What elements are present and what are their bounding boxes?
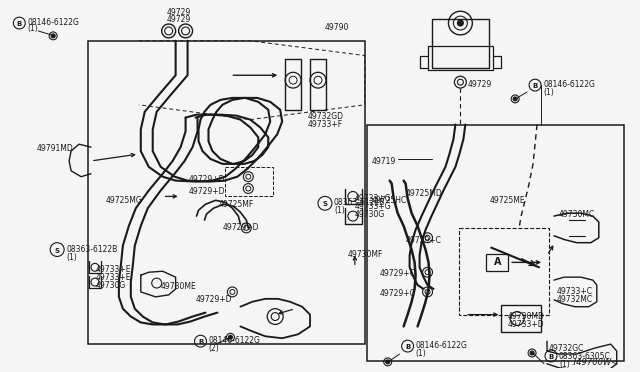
Circle shape bbox=[51, 34, 55, 38]
Text: 49729: 49729 bbox=[166, 8, 191, 17]
Text: 49733+G: 49733+G bbox=[355, 195, 392, 203]
Text: B: B bbox=[198, 339, 203, 345]
Circle shape bbox=[513, 97, 517, 101]
Text: 08363-6122B: 08363-6122B bbox=[66, 245, 117, 254]
Text: 08146-6122G: 08146-6122G bbox=[415, 341, 467, 350]
Text: 49729+D: 49729+D bbox=[189, 175, 225, 184]
Text: A: A bbox=[493, 257, 501, 267]
Text: 49729+C: 49729+C bbox=[380, 289, 415, 298]
Circle shape bbox=[530, 351, 534, 355]
Text: 49790: 49790 bbox=[325, 23, 349, 32]
Text: 49725MG: 49725MG bbox=[106, 196, 143, 205]
Text: 49733+F: 49733+F bbox=[308, 119, 343, 129]
Bar bbox=[225, 167, 273, 196]
Text: 08363-6122B: 08363-6122B bbox=[334, 198, 385, 207]
Text: B: B bbox=[17, 21, 22, 27]
Text: 49729+C: 49729+C bbox=[380, 269, 415, 278]
Text: 49725ME: 49725ME bbox=[489, 196, 525, 205]
Circle shape bbox=[228, 335, 232, 339]
Text: 49729+C: 49729+C bbox=[406, 236, 442, 245]
Bar bbox=[486, 254, 508, 271]
Text: 49725MF: 49725MF bbox=[218, 201, 253, 209]
Text: B: B bbox=[405, 344, 410, 350]
Text: 49733+E: 49733+E bbox=[96, 265, 131, 274]
Text: B: B bbox=[532, 83, 538, 89]
Circle shape bbox=[386, 360, 390, 364]
Text: 49729: 49729 bbox=[166, 15, 191, 24]
Text: (1): (1) bbox=[415, 349, 426, 358]
Text: 49730G: 49730G bbox=[355, 210, 385, 219]
Text: 49730G: 49730G bbox=[96, 281, 126, 290]
Text: (2): (2) bbox=[209, 344, 220, 353]
Text: 49729: 49729 bbox=[467, 80, 492, 89]
Text: 49729+D: 49729+D bbox=[196, 295, 232, 304]
Text: 49725MD: 49725MD bbox=[406, 189, 442, 198]
Text: 49733+C: 49733+C bbox=[557, 287, 593, 296]
Text: 49732GD: 49732GD bbox=[308, 112, 344, 121]
Text: S: S bbox=[323, 201, 328, 207]
Text: 08146-6122G: 08146-6122G bbox=[28, 18, 79, 27]
Text: 49733+G: 49733+G bbox=[355, 202, 392, 211]
Circle shape bbox=[458, 20, 463, 26]
Text: 49719: 49719 bbox=[372, 157, 396, 166]
Text: .I49700W<: .I49700W< bbox=[572, 358, 619, 367]
Text: (1): (1) bbox=[543, 88, 554, 97]
Text: 49730MD: 49730MD bbox=[507, 312, 544, 321]
Text: 49730ME: 49730ME bbox=[161, 282, 196, 291]
Text: S: S bbox=[54, 248, 60, 254]
Text: (1): (1) bbox=[28, 24, 38, 33]
Bar bbox=[431, 19, 489, 68]
Text: (1): (1) bbox=[66, 253, 77, 262]
Text: 49791MD: 49791MD bbox=[36, 144, 73, 153]
Text: 08146-6122G: 08146-6122G bbox=[209, 336, 260, 345]
Text: (1): (1) bbox=[559, 360, 570, 369]
Text: 49729+D: 49729+D bbox=[223, 223, 259, 232]
Text: 49730MF: 49730MF bbox=[348, 250, 383, 259]
Text: 49730MC: 49730MC bbox=[559, 210, 595, 219]
Text: 49733+E: 49733+E bbox=[96, 273, 131, 282]
Bar bbox=[501, 305, 541, 332]
Text: B: B bbox=[548, 354, 554, 360]
Text: 49729+D: 49729+D bbox=[189, 186, 225, 196]
Text: 49732MC: 49732MC bbox=[557, 295, 593, 304]
Bar bbox=[88, 41, 365, 344]
Bar bbox=[367, 125, 623, 361]
Bar bbox=[428, 46, 493, 70]
Bar bbox=[460, 228, 549, 315]
Text: 49732GC: 49732GC bbox=[549, 344, 584, 353]
Text: (1): (1) bbox=[334, 206, 345, 215]
Text: 08363-6305C: 08363-6305C bbox=[559, 352, 611, 361]
Text: 49725HC: 49725HC bbox=[372, 196, 407, 205]
Text: 08146-6122G: 08146-6122G bbox=[543, 80, 595, 89]
Text: 49733+D: 49733+D bbox=[507, 320, 544, 328]
